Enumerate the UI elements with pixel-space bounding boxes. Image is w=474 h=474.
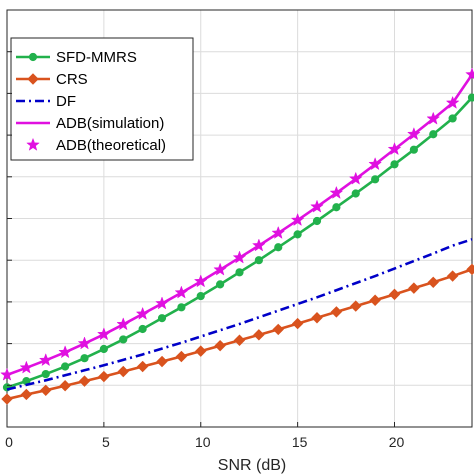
data-point: [387, 142, 402, 156]
x-tick-label: 0: [5, 434, 13, 450]
data-point: [78, 375, 91, 387]
data-point: [291, 317, 304, 330]
data-point: [350, 300, 362, 312]
data-point: [252, 238, 266, 252]
data-point: [312, 216, 322, 226]
data-point: [99, 344, 108, 354]
data-point: [429, 130, 438, 139]
x-axis-label: SNR (dB): [218, 457, 286, 474]
data-point: [235, 268, 244, 277]
data-point: [310, 199, 324, 213]
data-point: [271, 225, 286, 239]
series-group: [0, 67, 474, 405]
data-point: [195, 345, 207, 357]
data-point: [177, 303, 186, 312]
data-point: [465, 67, 474, 81]
data-point: [408, 282, 420, 294]
data-point: [214, 339, 226, 352]
data-point: [38, 353, 53, 367]
data-point: [348, 171, 363, 185]
data-point: [330, 306, 343, 318]
data-point: [196, 291, 205, 301]
data-point: [116, 317, 131, 331]
data-point: [445, 95, 460, 109]
series-line: [6, 238, 473, 391]
data-point: [254, 256, 263, 265]
data-point: [448, 114, 457, 123]
data-point: [41, 369, 50, 379]
data-point: [59, 380, 71, 392]
data-point: [40, 384, 52, 397]
data-point: [80, 354, 89, 363]
legend-label: ADB(theoretical): [56, 137, 166, 154]
data-point: [467, 93, 474, 102]
legend-label: CRS: [56, 71, 88, 88]
data-point: [426, 111, 441, 125]
data-point: [351, 189, 360, 198]
data-point: [290, 212, 305, 227]
data-point: [175, 350, 188, 363]
data-point: [253, 329, 265, 341]
data-point: [136, 360, 149, 373]
data-point: [293, 230, 302, 239]
legend-marker: [28, 52, 38, 62]
data-point: [117, 365, 129, 378]
series-line: [6, 268, 473, 401]
data-point: [135, 306, 150, 320]
data-point: [193, 274, 208, 288]
data-point: [409, 145, 418, 154]
data-point: [77, 336, 92, 350]
x-tick-label: 10: [195, 434, 211, 450]
legend-label: DF: [56, 93, 76, 110]
data-point: [216, 280, 225, 289]
data-point: [20, 388, 33, 401]
data-point: [232, 250, 247, 264]
data-point: [390, 160, 399, 169]
data-point: [272, 323, 284, 336]
data-point: [368, 157, 383, 171]
data-point: [233, 334, 246, 346]
data-point: [97, 327, 111, 341]
x-tick-labels: 0 5 10 15 20: [5, 434, 404, 450]
legend-box: [10, 37, 194, 161]
data-point: [98, 370, 110, 383]
data-point: [174, 285, 189, 299]
data-point: [155, 296, 169, 310]
data-point: [119, 335, 128, 344]
legend-marker: [26, 137, 40, 151]
data-point: [19, 360, 34, 374]
data-point: [311, 312, 323, 324]
data-point: [446, 270, 459, 282]
x-tick-label: 15: [292, 434, 308, 450]
data-point: [407, 127, 421, 141]
x-tick-label: 5: [102, 434, 110, 450]
legend: SFD-MMRS CRS DF ADB(simulation) ADB(theoreti…: [10, 37, 194, 161]
data-point: [58, 345, 72, 359]
data-point: [138, 324, 147, 334]
x-tick-label: 20: [389, 434, 405, 450]
legend-marker: [27, 73, 39, 85]
data-point: [466, 263, 474, 276]
data-point: [332, 203, 341, 212]
data-point: [427, 276, 439, 289]
data-point: [61, 362, 70, 371]
data-point: [369, 294, 381, 306]
legend-label: ADB(simulation): [56, 115, 164, 132]
data-point: [156, 355, 168, 368]
legend-label: SFD-MMRS: [56, 49, 137, 66]
data-point: [388, 288, 401, 301]
data-point: [0, 367, 14, 381]
data-point: [1, 393, 13, 405]
data-point: [157, 314, 167, 323]
data-point: [274, 243, 283, 252]
data-point: [371, 175, 380, 184]
data-point: [329, 185, 344, 199]
data-point: [213, 262, 227, 276]
